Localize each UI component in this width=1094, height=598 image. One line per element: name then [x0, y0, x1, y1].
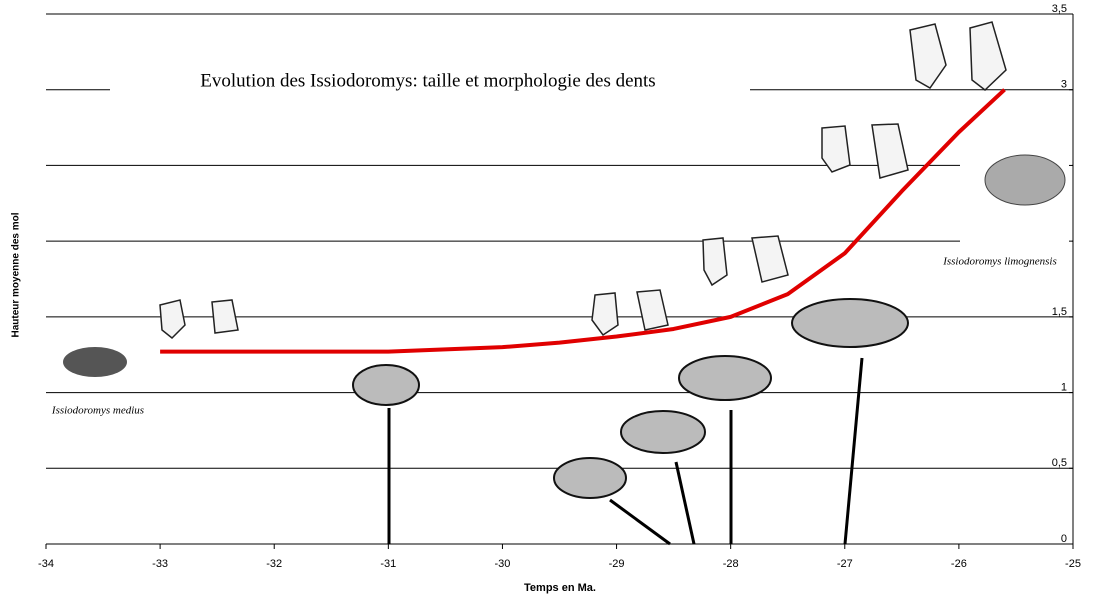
molar [792, 299, 908, 347]
tooth [212, 300, 238, 333]
y-axis-label: Hauteur moyenne des mol [11, 212, 22, 337]
y-tick-label: 3 [1061, 79, 1067, 91]
x-tick-label: -28 [723, 558, 739, 570]
tooth [160, 300, 185, 338]
x-tick-label: -30 [494, 558, 510, 570]
chart-title: Evolution des Issiodoromys: taille et mo… [200, 70, 655, 91]
y-tick-label: 1 [1061, 381, 1067, 393]
molar [353, 365, 419, 405]
rodent [985, 155, 1065, 205]
tooth [822, 126, 850, 172]
pointer-line [845, 358, 862, 544]
x-axis-label: Temps en Ma. [524, 582, 596, 594]
annotation: Issiodoromys medius [51, 405, 144, 417]
molar [621, 411, 705, 453]
y-tick-label: 0,5 [1052, 457, 1067, 469]
illustrations [30, 22, 1072, 544]
tooth [703, 238, 727, 285]
x-tick-label: -33 [152, 558, 168, 570]
tooth [970, 22, 1006, 90]
annotation: Issiodoromys limognensis [942, 256, 1057, 268]
molar [679, 356, 771, 400]
x-tick-label: -26 [951, 558, 967, 570]
x-tick-label: -31 [380, 558, 396, 570]
x-tick-label: -25 [1065, 558, 1081, 570]
pointer-line [610, 500, 670, 544]
rodent [63, 347, 127, 377]
x-tick-label: -29 [609, 558, 625, 570]
tooth [910, 24, 946, 88]
x-tick-label: -34 [38, 558, 54, 570]
tooth [752, 236, 788, 282]
molar [554, 458, 626, 498]
pointer-line [676, 462, 694, 544]
chart: Evolution des Issiodoromys: taille et mo… [0, 0, 1094, 598]
y-tick-label: 1,5 [1052, 306, 1067, 318]
x-tick-label: -32 [266, 558, 282, 570]
tooth [592, 293, 618, 335]
tooth [637, 290, 668, 330]
y-tick-label: 3,5 [1052, 3, 1067, 15]
tooth [872, 124, 908, 178]
y-tick-label: 0 [1061, 533, 1067, 545]
x-tick-label: -27 [837, 558, 853, 570]
